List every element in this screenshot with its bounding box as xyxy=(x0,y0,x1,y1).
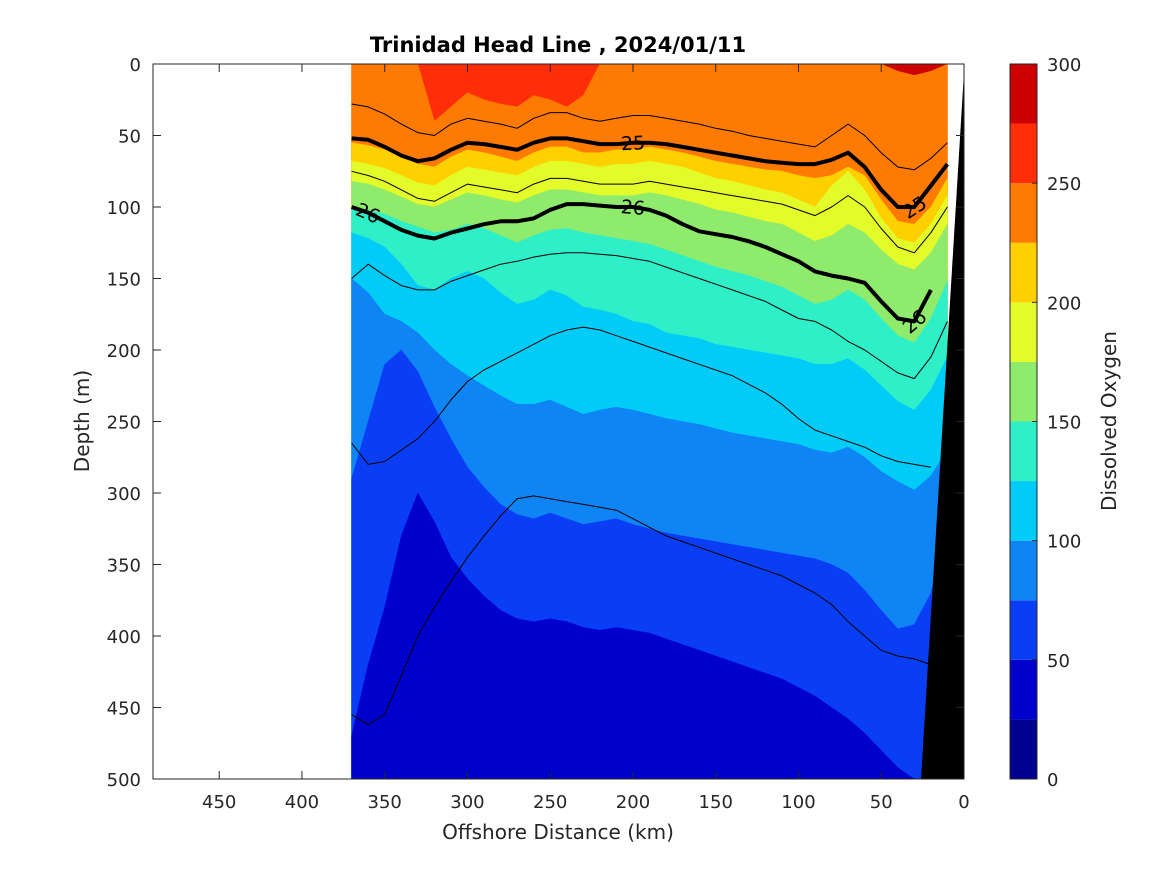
y-tick-label: 300 xyxy=(107,484,141,505)
colorbar-segment xyxy=(1010,123,1037,184)
y-tick-label: 250 xyxy=(107,413,141,434)
density-contour-label-group: 26 xyxy=(620,196,646,220)
y-axis-label: Depth (m) xyxy=(70,370,94,472)
y-tick-label: 200 xyxy=(107,341,141,362)
colorbar-tick-label: 100 xyxy=(1047,532,1081,553)
colorbar-segment xyxy=(1010,481,1037,541)
x-tick-label: 150 xyxy=(699,792,733,813)
colorbar-segment xyxy=(1010,421,1037,482)
x-axis-ticks: 450 400 350 300 250 200 150 100 50 0 xyxy=(202,64,970,813)
x-tick-label: 400 xyxy=(285,792,319,813)
x-tick-label: 450 xyxy=(202,792,236,813)
colorbar-segment xyxy=(1010,302,1037,362)
colorbar-tick-label: 150 xyxy=(1047,413,1081,434)
x-tick-label: 50 xyxy=(870,792,893,813)
y-tick-label: 500 xyxy=(107,770,141,791)
density-contour-label: 26 xyxy=(620,196,646,220)
colorbar-tick-label: 50 xyxy=(1047,651,1070,672)
x-tick-label: 0 xyxy=(958,792,969,813)
x-tick-label: 300 xyxy=(450,792,484,813)
colorbar-segment xyxy=(1010,361,1037,422)
x-tick-label: 250 xyxy=(533,792,567,813)
colorbar-tick-label: 300 xyxy=(1047,55,1081,76)
colorbar-segment xyxy=(1010,600,1037,660)
x-tick-label: 100 xyxy=(781,792,815,813)
oxygen-band-below-50 xyxy=(351,492,948,779)
density-contour-25 xyxy=(351,136,949,209)
density-contour-25.5 xyxy=(351,170,948,254)
density-contour-27.5 xyxy=(351,495,932,726)
y-tick-label: 0 xyxy=(130,55,141,76)
y-axis-ticks: 0 50 100 150 200 250 300 350 400 450 500 xyxy=(107,55,964,791)
y-tick-label: 400 xyxy=(107,627,141,648)
colorbar-segment xyxy=(1010,719,1037,779)
density-contour-label-group: 25 xyxy=(620,132,645,155)
colorbar-segment xyxy=(1010,540,1037,601)
colorbar-segment xyxy=(1010,183,1037,243)
bathymetry-shelf xyxy=(921,72,964,779)
colorbar: 0 50 100 150 200 250 300 xyxy=(1009,55,1081,791)
y-tick-label: 150 xyxy=(107,270,141,291)
density-contour-26.5 xyxy=(351,252,948,380)
colorbar-segment xyxy=(1010,242,1037,303)
x-tick-label: 200 xyxy=(616,792,650,813)
y-tick-label: 50 xyxy=(118,127,141,148)
colorbar-segment xyxy=(1010,64,1037,124)
colorbar-tick-label: 200 xyxy=(1047,293,1081,314)
density-contour-27 xyxy=(351,326,931,468)
y-tick-label: 450 xyxy=(107,699,141,720)
y-tick-label: 100 xyxy=(107,198,141,219)
density-contour-26 xyxy=(350,202,933,324)
colorbar-tick-label: 250 xyxy=(1047,174,1081,195)
density-contour-24.5 xyxy=(351,103,948,171)
chart-title: Trinidad Head Line , 2024/01/11 xyxy=(370,33,746,57)
colorbar-segment xyxy=(1010,659,1037,720)
colorbar-label: Dissolved Oxygen xyxy=(1097,331,1121,511)
y-tick-label: 350 xyxy=(107,556,141,577)
x-tick-label: 350 xyxy=(368,792,402,813)
colorbar-tick-label: 0 xyxy=(1047,770,1058,791)
oxygen-filled-contours xyxy=(351,64,948,779)
density-contour-label: 25 xyxy=(620,132,645,155)
x-axis-label: Offshore Distance (km) xyxy=(442,820,674,844)
